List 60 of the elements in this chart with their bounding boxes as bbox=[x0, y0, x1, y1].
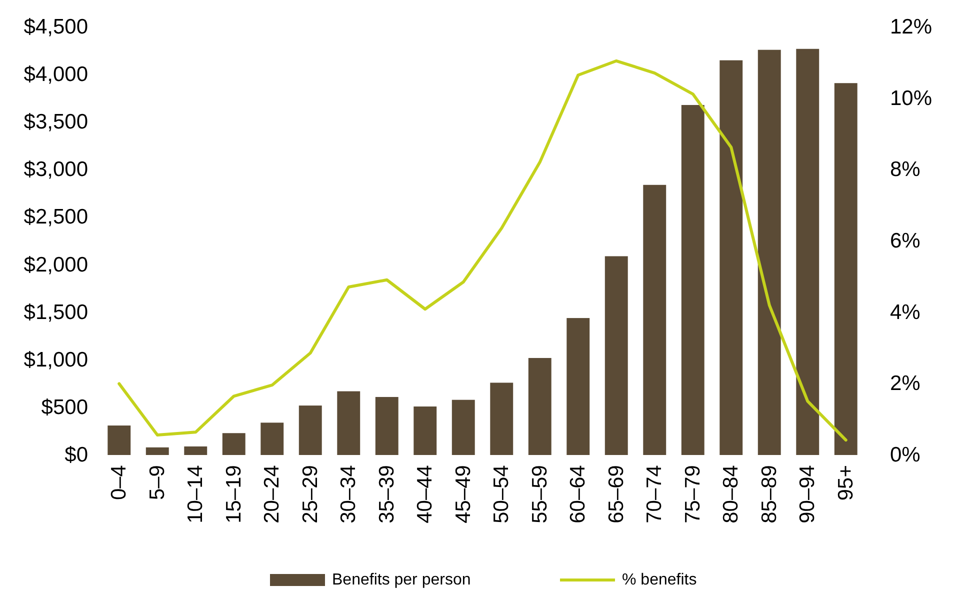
bar bbox=[490, 382, 514, 455]
bar bbox=[108, 426, 131, 455]
bar bbox=[146, 447, 169, 455]
bar bbox=[298, 406, 322, 455]
x-tick-label: 30–34 bbox=[337, 464, 360, 524]
x-tick-label: 95+ bbox=[834, 465, 858, 501]
y-tick-label: $3,500 bbox=[24, 110, 88, 134]
x-tick-label: 55–59 bbox=[528, 465, 552, 524]
bar bbox=[758, 50, 781, 455]
bar bbox=[720, 60, 743, 455]
x-tick-label: 25–29 bbox=[298, 465, 322, 524]
x-tick-label: 80–84 bbox=[720, 464, 743, 524]
bar bbox=[452, 400, 475, 455]
x-tick-label: 50–54 bbox=[490, 464, 514, 524]
x-tick-label: 60–64 bbox=[566, 464, 590, 524]
y2-tick-label: 6% bbox=[890, 230, 920, 252]
x-tick-label: 20–24 bbox=[260, 464, 284, 524]
bar bbox=[260, 422, 284, 455]
y2-tick-label: 4% bbox=[890, 300, 920, 324]
legend-label: % benefits bbox=[622, 572, 697, 588]
y-tick-label: $2,500 bbox=[24, 206, 88, 229]
y2-tick-label: 0% bbox=[890, 444, 920, 466]
y-tick-label: $1,000 bbox=[24, 348, 88, 372]
y-tick-label: $0 bbox=[64, 444, 88, 466]
bar bbox=[796, 48, 820, 455]
y-tick-label: $500 bbox=[41, 396, 88, 419]
y2-tick-label: 2% bbox=[890, 372, 920, 396]
y2-tick-label: 12% bbox=[890, 16, 932, 38]
x-tick-label: 15–19 bbox=[222, 465, 246, 524]
x-tick-label: 10–14 bbox=[184, 464, 208, 524]
y-tick-label: $1,500 bbox=[24, 300, 88, 324]
bar bbox=[222, 433, 246, 455]
bar bbox=[528, 358, 552, 455]
bar bbox=[604, 256, 628, 455]
bar bbox=[184, 446, 208, 455]
y2-tick-label: 10% bbox=[890, 86, 932, 110]
x-tick-label: 45–49 bbox=[452, 465, 475, 524]
x-tick-label: 75–79 bbox=[681, 465, 704, 524]
line-series bbox=[118, 59, 848, 442]
bar bbox=[337, 391, 360, 455]
y-tick-label: $4,500 bbox=[24, 16, 88, 38]
x-tick-label: 65–69 bbox=[604, 465, 628, 524]
x-tick-label: 85–89 bbox=[758, 465, 781, 524]
y-tick-label: $4,000 bbox=[24, 63, 88, 86]
legend-label: Benefits per person bbox=[332, 572, 471, 588]
x-tick-label: 5–9 bbox=[146, 465, 169, 500]
bar bbox=[375, 396, 398, 455]
y-tick-label: $2,000 bbox=[24, 253, 88, 276]
x-tick-label: 35–39 bbox=[375, 465, 398, 524]
bar bbox=[414, 406, 437, 455]
bar bbox=[834, 83, 858, 455]
bar bbox=[643, 184, 666, 455]
x-tick-label: 40–44 bbox=[414, 464, 437, 524]
bar bbox=[681, 104, 704, 455]
y2-tick-label: 8% bbox=[890, 158, 920, 182]
x-tick-label: 90–94 bbox=[796, 464, 820, 524]
x-tick-label: 70–74 bbox=[643, 464, 666, 524]
x-tick-label: 0–4 bbox=[108, 464, 131, 500]
bar bbox=[566, 318, 590, 455]
y-tick-label: $3,000 bbox=[24, 158, 88, 182]
